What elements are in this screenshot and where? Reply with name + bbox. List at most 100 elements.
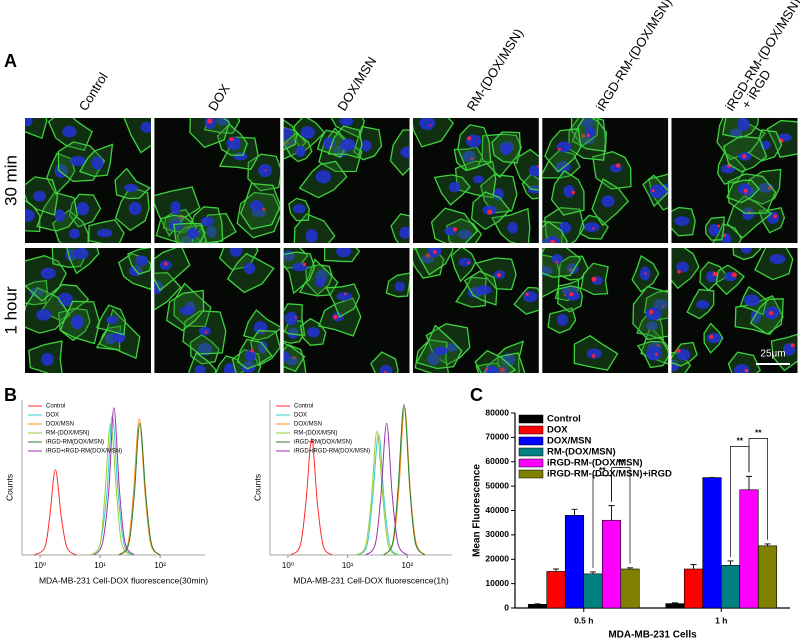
nucleus xyxy=(283,136,295,148)
micrograph xyxy=(671,118,798,243)
cell-membrane xyxy=(430,207,479,243)
dox-signal xyxy=(676,348,681,353)
nucleus xyxy=(187,228,199,240)
x-tick-label: 10¹ xyxy=(342,561,354,570)
nucleus xyxy=(769,254,786,265)
histogram-line xyxy=(290,438,333,556)
legend-label: DOX/MSN xyxy=(46,422,74,428)
x-tick-label: 10² xyxy=(402,561,414,570)
significance-label: ** xyxy=(736,436,743,446)
dox-signal xyxy=(768,310,774,316)
nucleus xyxy=(458,257,472,267)
legend-label: iRGD+iRGD-RM(DOX/MSN) xyxy=(46,449,122,455)
dox-signal xyxy=(499,367,505,373)
dox-signal xyxy=(654,352,658,356)
panel-label: C xyxy=(470,385,483,405)
dox-signal xyxy=(302,262,307,267)
dox-signal xyxy=(292,356,296,360)
dox-signal xyxy=(569,292,574,297)
dox-signal xyxy=(742,154,747,159)
nucleus xyxy=(645,307,662,321)
y-tick-label: 80000 xyxy=(485,407,509,417)
cell-membrane xyxy=(293,213,336,243)
micrograph xyxy=(412,118,539,243)
legend-label: Control xyxy=(547,414,581,425)
nucleus xyxy=(140,121,151,133)
nucleus xyxy=(315,170,332,184)
nucleus xyxy=(170,200,181,215)
nucleus xyxy=(73,248,89,260)
nucleus xyxy=(305,229,318,243)
nucleus xyxy=(323,137,336,150)
nucleus xyxy=(226,136,241,151)
x-tick-label: 1 h xyxy=(715,615,727,625)
nucleus xyxy=(206,226,217,238)
dox-signal xyxy=(717,224,721,228)
legend-label: Control xyxy=(46,404,65,410)
dox-signal xyxy=(467,136,472,141)
dox-signal xyxy=(747,243,752,248)
x-tick-label: 10² xyxy=(154,561,166,570)
nucleus xyxy=(676,261,689,273)
legend-label: RM-(DOX/MSN) xyxy=(294,431,337,437)
dox-signal xyxy=(591,354,596,358)
bar xyxy=(583,573,603,609)
x-axis-label: MDA-MB-231 Cell-DOX fluorescence(30min) xyxy=(39,575,208,585)
dox-signal xyxy=(344,292,347,296)
nucleus xyxy=(501,353,516,367)
dox-signal xyxy=(651,189,655,193)
legend-label: DOX xyxy=(547,425,568,436)
error-bar xyxy=(727,560,734,566)
error-bar xyxy=(672,602,678,604)
micrograph xyxy=(154,118,281,243)
nucleus xyxy=(737,183,752,195)
micrograph xyxy=(25,248,151,373)
nucleus xyxy=(528,165,539,177)
nucleus xyxy=(744,294,760,307)
cell-membrane xyxy=(474,349,517,373)
micrograph-bg xyxy=(154,248,281,373)
cell-membrane xyxy=(283,251,316,295)
nucleus xyxy=(674,216,690,226)
cell-membrane xyxy=(542,248,582,278)
y-tick-label: 20000 xyxy=(485,554,509,564)
dox-signal xyxy=(677,270,681,274)
error-bar xyxy=(553,568,559,572)
micrograph xyxy=(412,248,539,373)
nucleus xyxy=(283,128,293,138)
nucleus xyxy=(243,262,256,275)
dox-signal xyxy=(571,190,576,195)
nucleus xyxy=(472,175,484,184)
nucleus xyxy=(292,204,306,214)
bar xyxy=(620,568,640,609)
nucleus xyxy=(250,200,264,212)
y-axis-label: Mean Fluorescence xyxy=(472,464,483,557)
dox-signal xyxy=(467,261,470,265)
dox-signal xyxy=(229,137,234,141)
column-label: RM-(DOX/MSN) xyxy=(464,26,526,114)
histogram-line xyxy=(117,418,161,556)
cell-membrane xyxy=(370,351,399,373)
nucleus xyxy=(96,228,113,238)
dox-signal xyxy=(569,268,572,272)
nucleus xyxy=(245,349,256,362)
nucleus xyxy=(646,321,658,331)
dox-signal xyxy=(712,271,718,277)
nucleus xyxy=(551,254,563,264)
dox-signal xyxy=(207,118,213,124)
micrograph xyxy=(283,248,410,373)
nucleus xyxy=(71,315,84,330)
nucleus xyxy=(507,221,518,234)
error-bar xyxy=(571,508,578,516)
legend-label: DOX/MSN xyxy=(294,422,322,428)
nucleus xyxy=(585,126,596,139)
legend-label: DOX xyxy=(294,413,307,419)
y-tick-label: 0 xyxy=(504,602,509,612)
bar xyxy=(702,477,722,609)
micrograph xyxy=(283,118,410,243)
micrograph xyxy=(542,248,669,373)
nucleus xyxy=(720,164,735,174)
bar xyxy=(757,545,778,609)
dox-signal xyxy=(333,315,338,320)
dox-signal xyxy=(496,273,501,278)
